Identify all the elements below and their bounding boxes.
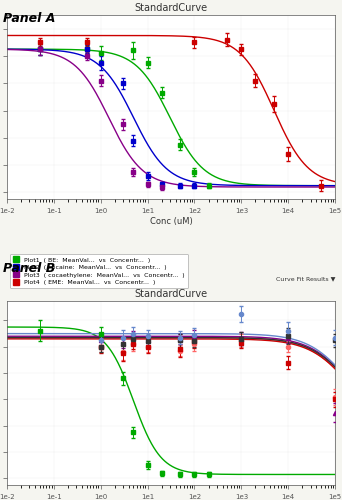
Text: Curve Fit Results ▼: Curve Fit Results ▼ [276,276,335,281]
Title: StandardCurve: StandardCurve [134,288,208,298]
X-axis label: Conc (uM): Conc (uM) [150,217,192,226]
Title: StandardCurve: StandardCurve [134,3,208,13]
Text: Panel B: Panel B [3,262,56,276]
Text: Panel A: Panel A [3,12,56,26]
Legend: Plot1  ( BE:  MeanVal...  vs  Concentr...  ), Plot2  ( cocaine:  MeanVal...  vs : Plot1 ( BE: MeanVal... vs Concentr... ),… [10,254,188,288]
